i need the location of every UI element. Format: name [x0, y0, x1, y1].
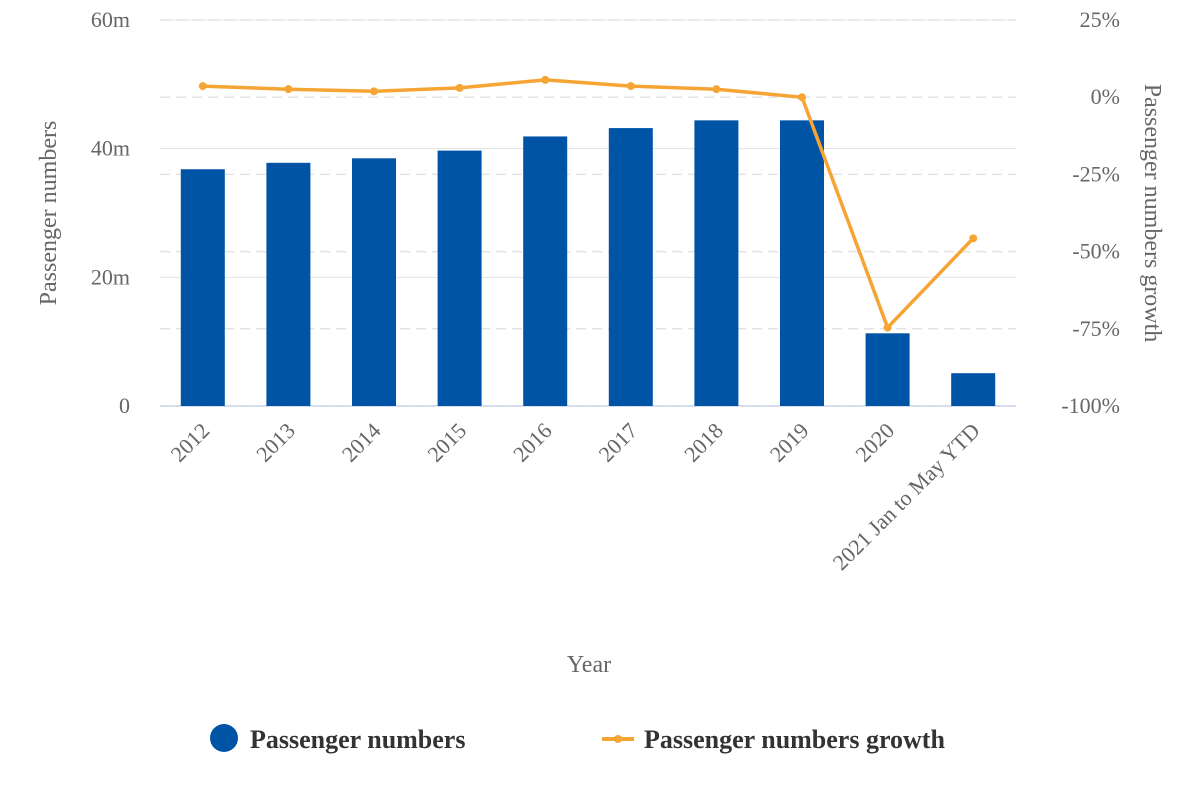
- x-tick-label-1: 2013: [251, 418, 300, 467]
- legend-item-passenger-numbers-growth[interactable]: Passenger numbers growth: [602, 725, 945, 754]
- growth-point-2012: [198, 82, 207, 91]
- growth-point-2017: [626, 82, 635, 91]
- legend-label-passenger-numbers-growth: Passenger numbers growth: [644, 725, 945, 754]
- left-tick-label-2: 40m: [91, 136, 130, 161]
- legend: Passenger numbers Passenger numbers grow…: [210, 724, 945, 754]
- left-tick-label-1: 20m: [91, 264, 130, 289]
- growth-point-2015: [455, 83, 464, 92]
- growth-point-2018: [712, 85, 721, 94]
- right-tick-label-1: -75%: [1072, 316, 1120, 341]
- x-axis-ticks: 2012 2013 2014 2015 2016 2017 2018 2019 20202021…: [166, 418, 985, 575]
- bar-2018: [694, 120, 739, 407]
- right-tick-label-0: -100%: [1061, 393, 1120, 418]
- legend-line-marker: [614, 735, 622, 743]
- x-tick-label-8: 2020: [850, 418, 899, 467]
- bar-2021-jan-to-may-ytd: [951, 373, 996, 406]
- x-tick-label-2: 2014: [337, 418, 386, 467]
- x-tick-label-0: 2012: [166, 418, 215, 467]
- growth-point-2019: [798, 93, 806, 102]
- growth-point-2016: [541, 75, 550, 84]
- left-tick-label-0: 0: [119, 393, 130, 418]
- x-tick-label-5: 2017: [594, 418, 643, 467]
- x-tick-label-9: 2021 Jan to May YTD: [828, 418, 985, 575]
- right-tick-label-4: 0%: [1091, 84, 1120, 109]
- y-axis-title: Passenger numbers: [36, 121, 62, 306]
- growth-point-2021-jan-to-may-ytd: [969, 234, 978, 243]
- right-tick-label-5: 25%: [1080, 7, 1120, 32]
- growth-point-2020: [883, 323, 892, 332]
- left-tick-label-3: 60m: [91, 7, 130, 32]
- bar-2012: [180, 169, 225, 406]
- legend-item-passenger-numbers[interactable]: Passenger numbers: [210, 724, 465, 754]
- bar-series: [180, 120, 996, 407]
- x-tick-label-4: 2016: [508, 418, 557, 467]
- right-tick-label-3: -25%: [1072, 161, 1120, 186]
- bar-2015: [437, 150, 482, 406]
- bar-2013: [266, 162, 311, 406]
- bar-2014: [352, 158, 396, 406]
- right-tick-label-2: -50%: [1072, 239, 1120, 264]
- x-tick-label-7: 2019: [765, 418, 814, 467]
- bar-2017: [608, 128, 653, 406]
- legend-label-passenger-numbers: Passenger numbers: [250, 725, 465, 754]
- legend-bar-swatch: [210, 724, 238, 752]
- growth-point-2014: [370, 87, 378, 96]
- growth-line: [202, 78, 975, 330]
- right-axis-ticks: -100% -75% -50% -25% 0% 25%: [1061, 7, 1120, 418]
- bar-2019: [780, 120, 824, 407]
- bar-2020: [865, 333, 910, 406]
- x-tick-label-6: 2018: [679, 418, 728, 467]
- line-series: [198, 75, 978, 332]
- left-axis-ticks: 0 20m 40m 60m: [91, 7, 130, 418]
- y2-axis-title: Passenger numbers growth: [1139, 84, 1165, 343]
- growth-point-2013: [284, 85, 293, 94]
- x-axis-title: Year: [567, 652, 611, 678]
- bar-2016: [523, 136, 568, 406]
- x-tick-label-3: 2015: [422, 418, 471, 467]
